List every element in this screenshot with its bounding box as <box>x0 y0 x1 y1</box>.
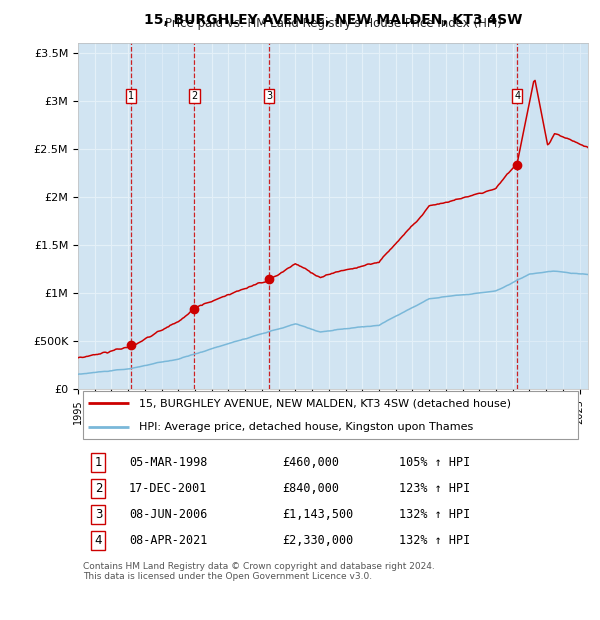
Text: 1: 1 <box>95 456 102 469</box>
Title: 15, BURGHLEY AVENUE, NEW MALDEN, KT3 4SW: 15, BURGHLEY AVENUE, NEW MALDEN, KT3 4SW <box>144 13 522 27</box>
Text: 4: 4 <box>514 91 520 101</box>
Text: Price paid vs. HM Land Registry's House Price Index (HPI): Price paid vs. HM Land Registry's House … <box>164 17 502 30</box>
Bar <box>78 43 131 389</box>
Text: £460,000: £460,000 <box>282 456 339 469</box>
Bar <box>131 43 194 389</box>
Text: £2,330,000: £2,330,000 <box>282 534 353 547</box>
Text: 3: 3 <box>266 91 272 101</box>
Text: 132% ↑ HPI: 132% ↑ HPI <box>400 534 470 547</box>
Text: 2: 2 <box>95 482 102 495</box>
Text: 08-APR-2021: 08-APR-2021 <box>129 534 208 547</box>
Text: Contains HM Land Registry data © Crown copyright and database right 2024.
This d: Contains HM Land Registry data © Crown c… <box>83 562 435 581</box>
Text: 132% ↑ HPI: 132% ↑ HPI <box>400 508 470 521</box>
Bar <box>269 43 517 389</box>
Text: 1: 1 <box>128 91 134 101</box>
Text: 123% ↑ HPI: 123% ↑ HPI <box>400 482 470 495</box>
Text: 105% ↑ HPI: 105% ↑ HPI <box>400 456 470 469</box>
Text: 17-DEC-2001: 17-DEC-2001 <box>129 482 208 495</box>
Text: 2: 2 <box>191 91 197 101</box>
Text: 4: 4 <box>95 534 102 547</box>
Text: 08-JUN-2006: 08-JUN-2006 <box>129 508 208 521</box>
Text: £840,000: £840,000 <box>282 482 339 495</box>
Text: HPI: Average price, detached house, Kingston upon Thames: HPI: Average price, detached house, King… <box>139 422 473 432</box>
Text: 05-MAR-1998: 05-MAR-1998 <box>129 456 208 469</box>
FancyBboxPatch shape <box>83 391 578 439</box>
Bar <box>194 43 269 389</box>
Text: 15, BURGHLEY AVENUE, NEW MALDEN, KT3 4SW (detached house): 15, BURGHLEY AVENUE, NEW MALDEN, KT3 4SW… <box>139 398 511 408</box>
Bar <box>517 43 588 389</box>
Text: 3: 3 <box>95 508 102 521</box>
Text: £1,143,500: £1,143,500 <box>282 508 353 521</box>
